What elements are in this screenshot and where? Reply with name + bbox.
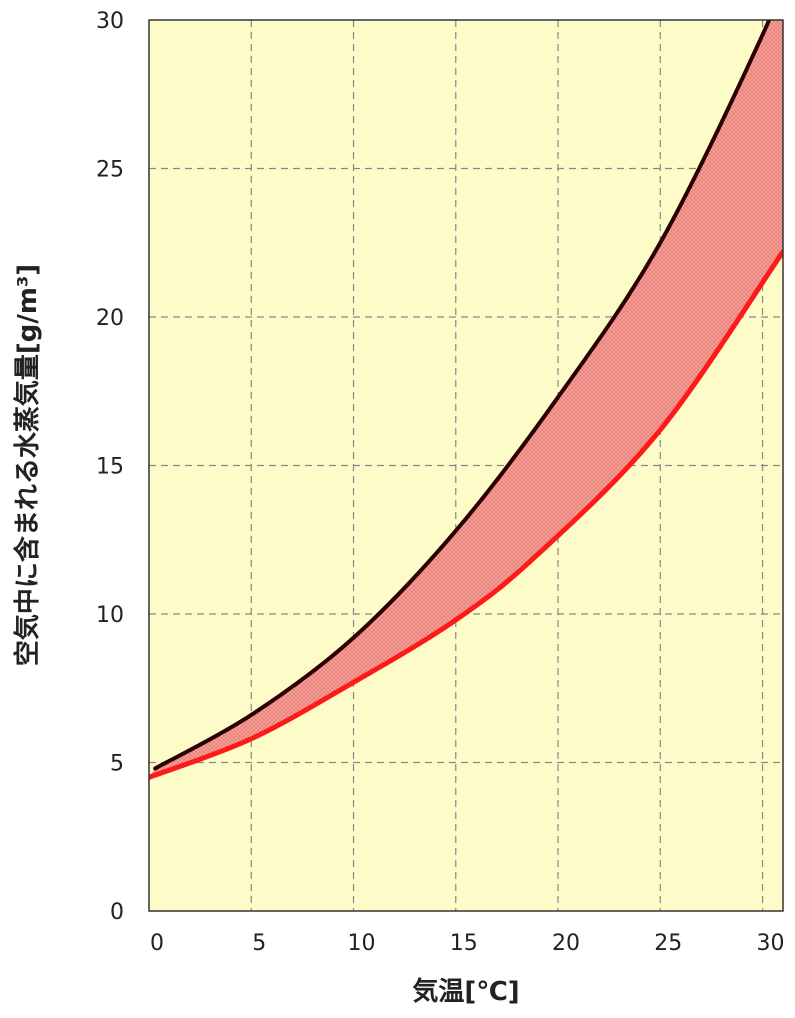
x-tick-labels: 0 5 10 15 20 25 30 <box>150 931 785 956</box>
y-tick-label: 5 <box>110 752 124 777</box>
band-layer <box>149 20 783 778</box>
x-tick-label: 30 <box>757 931 785 956</box>
plot-frame <box>148 19 784 912</box>
y-tick-label: 10 <box>96 603 124 628</box>
x-tick-label: 0 <box>150 931 164 956</box>
lower-series-line <box>149 249 783 780</box>
y-tick-label: 15 <box>96 455 124 480</box>
x-tick-label: 5 <box>252 931 266 956</box>
y-tick-label: 0 <box>110 900 124 925</box>
y-axis-title: 空気中に含まれる水蒸気量[g/m³] <box>12 264 43 666</box>
x-axis-title: 気温[℃] <box>412 976 519 1007</box>
upper-series-line <box>153 20 772 771</box>
x-tick-label: 20 <box>552 931 580 956</box>
y-tick-label: 30 <box>96 9 124 34</box>
series-layer <box>149 20 783 780</box>
x-tick-label: 15 <box>450 931 478 956</box>
y-tick-label: 20 <box>96 306 124 331</box>
y-tick-labels: 0 5 10 15 20 25 30 <box>96 9 124 925</box>
x-tick-label: 10 <box>348 931 376 956</box>
shaded-band <box>149 20 783 778</box>
x-tick-label: 25 <box>654 931 682 956</box>
y-tick-label: 25 <box>96 158 124 183</box>
